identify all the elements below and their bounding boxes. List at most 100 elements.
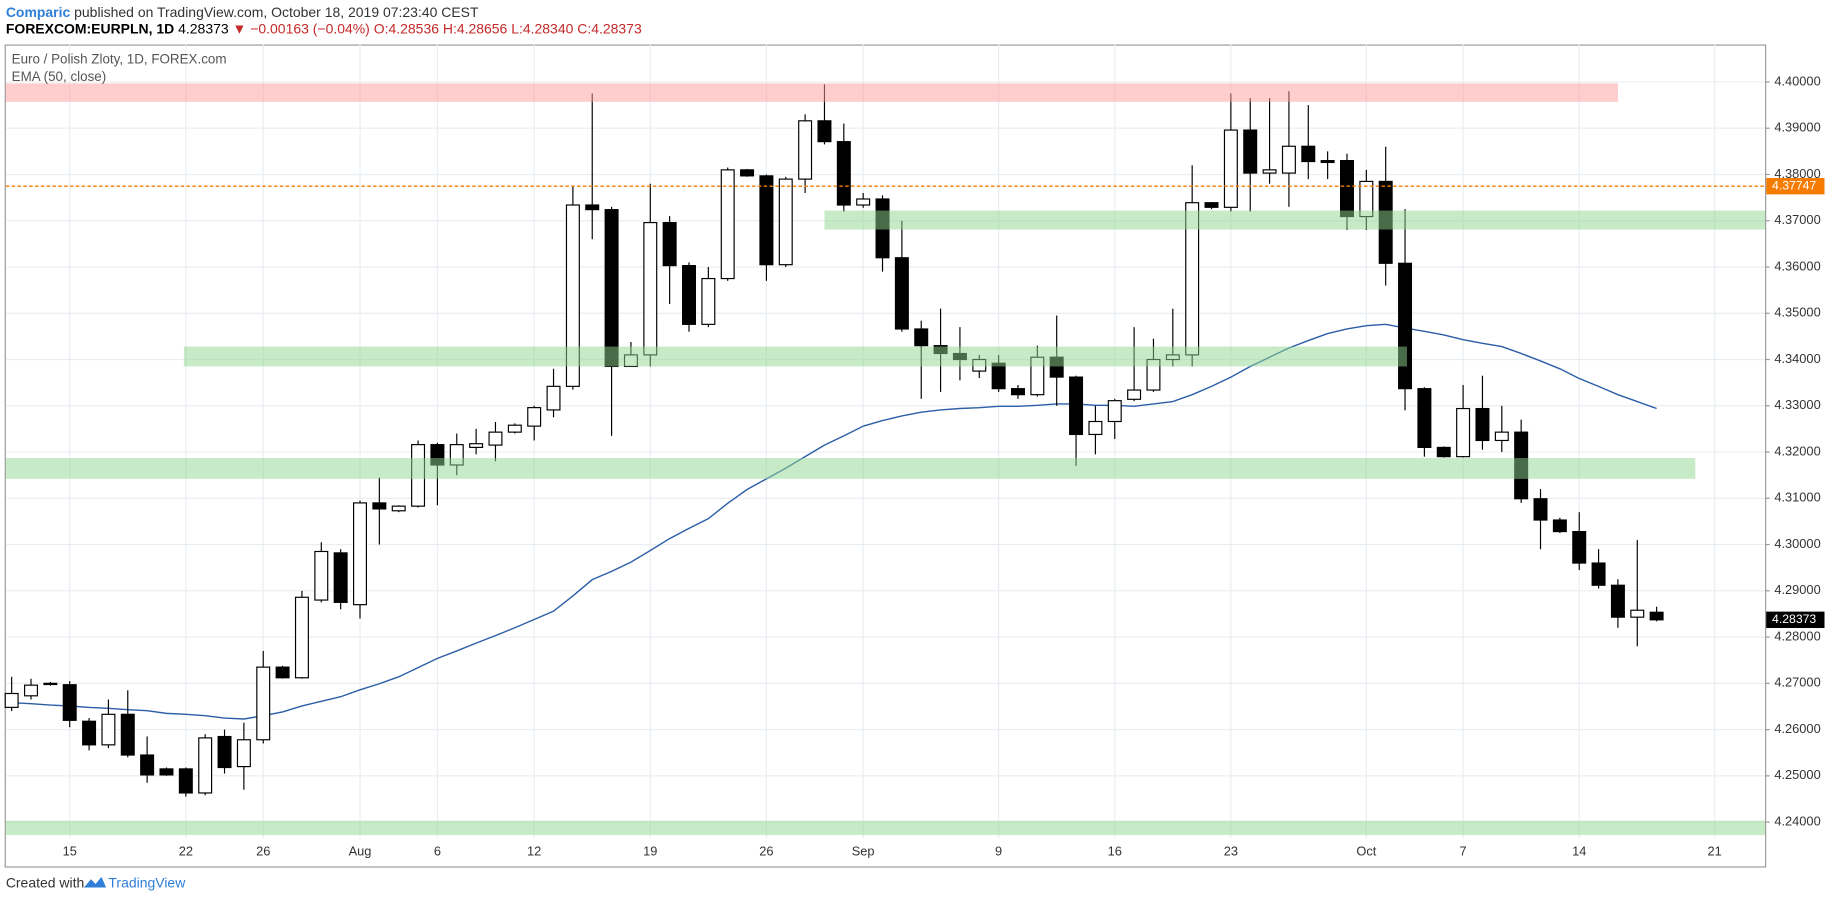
candle-body: [1301, 145, 1316, 163]
candle-body: [1088, 420, 1103, 436]
y-tick-label: 4.33000: [1774, 397, 1820, 412]
x-tick-label: 26: [759, 844, 773, 859]
y-tick-label: 4.37000: [1774, 212, 1820, 227]
candle-body: [82, 720, 97, 746]
candle-body: [836, 141, 851, 206]
y-tick-label: 4.24000: [1774, 813, 1820, 828]
zone: [5, 820, 1765, 836]
plot: 4.24000 4.25000 4.26000 4.27000 4.28000 4.290…: [4, 44, 1825, 859]
candle-body: [4, 692, 19, 708]
candle-body: [1610, 584, 1625, 618]
footer-brand[interactable]: TradingView: [108, 875, 186, 891]
x-tick-label: Sep: [852, 844, 875, 859]
candle-body: [314, 550, 329, 601]
candle-body: [62, 684, 77, 721]
candle-body: [914, 328, 929, 347]
zone: [5, 458, 1696, 479]
candle-body: [507, 424, 522, 433]
candle-body: [1339, 160, 1354, 218]
candle-body: [856, 198, 871, 206]
candle-body: [333, 552, 348, 603]
y-tick-label: 4.29000: [1774, 582, 1820, 597]
candle-body: [1649, 611, 1664, 621]
header-line: Comparic published on TradingView.com, O…: [6, 4, 479, 20]
candle-body: [120, 713, 135, 756]
ohlc: O:4.28536 H:4.28656 L:4.28340 C:4.28373: [374, 20, 642, 36]
x-tick-label: 15: [63, 844, 77, 859]
y-tick-label: 4.30000: [1774, 536, 1820, 551]
change: ▼ −0.00163 (−0.04%): [233, 20, 370, 36]
candle-body: [565, 204, 580, 387]
candle-body: [701, 277, 716, 325]
legend-ema: EMA (50, close): [12, 69, 107, 84]
y-tick-label: 4.28000: [1774, 628, 1820, 643]
candle-body: [1533, 498, 1548, 521]
candle-body: [43, 682, 58, 686]
candle-body: [1281, 145, 1296, 174]
candle-body: [798, 120, 813, 180]
y-tick-label: 4.32000: [1774, 443, 1820, 458]
candle-body: [1320, 160, 1335, 164]
candle-body: [1398, 262, 1413, 390]
zone: [824, 210, 1765, 230]
plot-frame: [4, 44, 1767, 868]
x-tick-label: 9: [995, 844, 1002, 859]
x-tick-label: 12: [527, 844, 541, 859]
candle-body: [1591, 562, 1606, 586]
last-label: 4.28373: [1772, 612, 1816, 626]
y-tick-label: 4.26000: [1774, 721, 1820, 736]
candle-body: [1262, 169, 1277, 174]
y-tick-label: 4.34000: [1774, 351, 1820, 366]
legend-title: Euro / Polish Zloty, 1D, FOREX.com: [12, 51, 227, 66]
y-tick-label: 4.27000: [1774, 675, 1820, 690]
candle-body: [585, 204, 600, 211]
candle-body: [275, 666, 290, 679]
y-tick-label: 4.31000: [1774, 490, 1820, 505]
candle-body: [1572, 531, 1587, 564]
x-tick-label: 23: [1224, 844, 1238, 859]
candle-body: [1010, 388, 1025, 396]
candle-body: [1475, 407, 1490, 442]
candle-body: [1107, 400, 1122, 423]
footer-created: Created with: [6, 875, 84, 891]
y-tick-label: 4.40000: [1774, 73, 1820, 88]
x-tick-label: 6: [434, 844, 441, 859]
candle-body: [720, 169, 735, 280]
y-tick-label: 4.36000: [1774, 258, 1820, 273]
candle-body: [178, 768, 193, 794]
publisher[interactable]: Comparic: [6, 4, 71, 20]
candle-body: [469, 443, 484, 448]
zone: [183, 346, 1407, 367]
zone: [5, 83, 1618, 102]
candle-body: [159, 768, 174, 776]
candle-body: [759, 175, 774, 266]
candle-body: [101, 713, 116, 746]
candle-body: [391, 505, 406, 512]
y-tick-label: 4.35000: [1774, 305, 1820, 320]
candle-body: [991, 362, 1006, 390]
candle-body: [1456, 407, 1471, 458]
x-tick-label: Oct: [1356, 844, 1376, 859]
y-tick-label: 4.39000: [1774, 120, 1820, 135]
candle-body: [662, 222, 677, 267]
candle-body: [604, 209, 619, 368]
ema-line: [11, 323, 1657, 720]
y-tick-label: 4.38000: [1774, 166, 1820, 181]
x-tick-label: 16: [1108, 844, 1122, 859]
candle-body: [740, 169, 755, 177]
candle-body: [817, 120, 832, 143]
candle-body: [546, 385, 561, 411]
candle-body: [1494, 431, 1509, 442]
candle-body: [198, 737, 213, 794]
candle-body: [1204, 202, 1219, 208]
candle-body: [1069, 376, 1084, 436]
candle-body: [643, 222, 658, 356]
candle-body: [140, 754, 155, 776]
candle-body: [236, 739, 251, 768]
x-tick-label: Aug: [349, 844, 372, 859]
last-label-box: [1766, 611, 1825, 629]
candle-body: [1223, 129, 1238, 208]
candle-body: [1243, 129, 1258, 174]
